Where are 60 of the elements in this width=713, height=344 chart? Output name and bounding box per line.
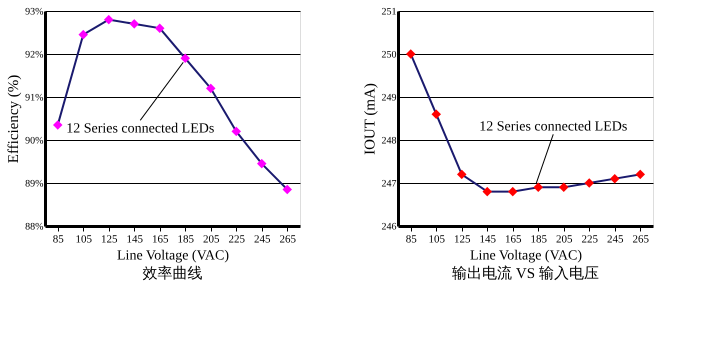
point [610,174,620,184]
y-tick-label: 248 [382,136,396,146]
x-tick-label: 205 [556,234,573,246]
x-tick-label: 105 [428,234,446,246]
point [584,178,594,188]
y-tick-label: 249 [382,92,396,104]
point [559,182,568,192]
x-tick-label: 165 [505,234,522,246]
y-tick-label: 250 [382,50,396,60]
x-tick-label: 265 [632,234,650,246]
x-tick-label: 185 [530,234,548,246]
x-tick-label: 245 [254,234,271,246]
point [257,158,266,168]
point [432,109,441,119]
y-tick-label: 90% [25,136,44,146]
point [53,120,62,130]
x-tick-label: 225 [228,234,246,246]
y-tick-label: 92% [25,50,44,60]
point [180,54,190,64]
point [282,184,292,194]
annotation: 12 Series connected LEDs [66,121,214,136]
y-tick-label: 251 [382,6,396,18]
text: 效率曲线 [142,265,202,282]
x-tick-label: 125 [454,234,471,246]
y-tick-label: 246 [382,222,396,232]
y-axis-title: Efficiency (%) [6,74,22,164]
point [406,49,416,59]
point [155,23,164,33]
point [636,170,645,180]
point [482,186,492,196]
x-tick-label: 245 [607,234,624,246]
point [508,186,518,196]
x-tick-label: 205 [203,234,220,246]
y-tick-label: 91% [25,92,44,104]
x-tick-label: 185 [178,234,194,246]
y-tick-label: 89% [25,178,44,190]
point [457,170,466,180]
x-axis-title: Line Voltage (VAC) [470,248,582,264]
point [130,19,139,29]
point [104,14,114,24]
point [206,84,216,94]
x-tick-label: 125 [101,234,118,246]
x-tick-label: 265 [280,234,296,246]
x-tick-label: 225 [582,234,598,246]
point [534,182,543,192]
annotation: 12 Series connected LEDs [479,119,628,134]
y-tick-label: 88% [25,222,44,232]
point [78,30,88,40]
text: 输出电流 VS 输入电压 [452,265,599,282]
x-tick-label: 145 [126,234,144,246]
x-tick-label: 85 [406,234,418,246]
x-tick-label: 105 [76,234,92,246]
y-axis-title: IOUT (mA) [362,83,378,155]
x-tick-label: 85 [52,234,64,246]
x-tick-label: 145 [480,234,496,246]
y-tick-label: 93% [25,6,44,18]
point [232,126,241,136]
x-axis-title: Line Voltage (VAC) [117,248,230,264]
x-tick-label: 165 [152,234,169,246]
y-tick-label: 247 [382,178,396,190]
